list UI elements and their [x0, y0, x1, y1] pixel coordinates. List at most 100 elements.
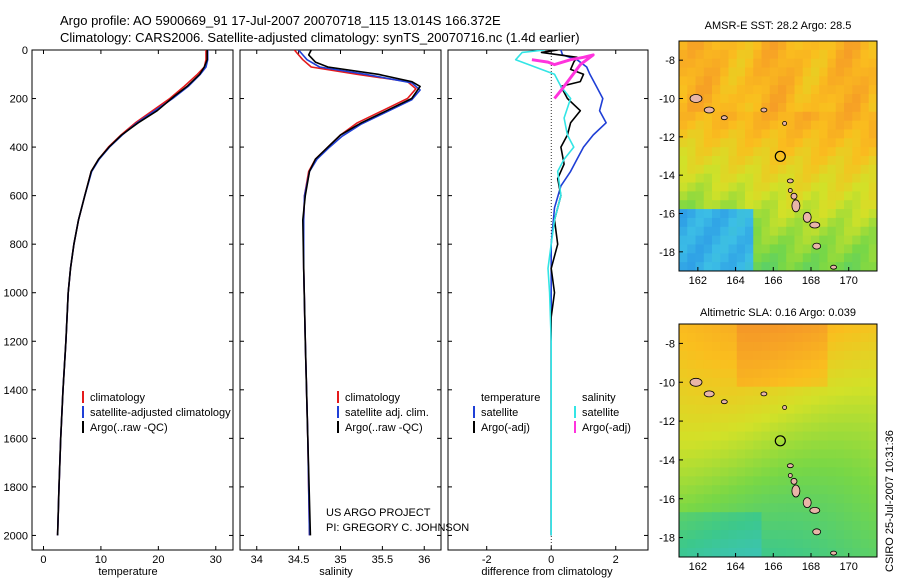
- heat-cell: [811, 324, 820, 334]
- heat-cell: [835, 164, 845, 175]
- heat-cell: [835, 476, 845, 486]
- heat-cell: [728, 404, 738, 415]
- heat-cell: [844, 182, 853, 192]
- heat-cell: [786, 262, 796, 271]
- heat-cell: [687, 156, 697, 166]
- heat-cell: [835, 200, 845, 210]
- heat-cell: [679, 209, 688, 219]
- heat-cell: [852, 102, 862, 113]
- heat-cell: [745, 512, 754, 522]
- heat-cell: [720, 413, 730, 424]
- heat-cell: [844, 94, 853, 104]
- heat-cell: [753, 58, 763, 69]
- heat-cell: [745, 147, 754, 157]
- heat-cell: [712, 539, 721, 549]
- heat-cell: [695, 458, 705, 468]
- heat-cell: [860, 449, 870, 460]
- heat-cell: [802, 156, 812, 166]
- map-y-tick-label: -10: [659, 94, 675, 106]
- legend-title-temperature: temperature: [481, 392, 540, 404]
- heat-cell: [745, 530, 754, 540]
- heat-cell: [794, 332, 804, 343]
- heat-cell: [712, 226, 721, 237]
- heat-cell: [712, 548, 721, 557]
- heat-cell: [802, 521, 812, 531]
- heat-cell: [769, 449, 779, 460]
- heat-cell: [827, 58, 837, 69]
- heat-cell: [811, 41, 820, 51]
- heat-cell: [753, 262, 763, 271]
- heat-cell: [687, 521, 697, 531]
- heat-cell: [844, 111, 853, 122]
- heat-cell: [778, 449, 787, 460]
- heat-cell: [703, 530, 713, 540]
- heat-cell: [835, 449, 845, 460]
- island-shape: [812, 242, 822, 250]
- heat-cell: [844, 530, 853, 540]
- salinity-axes: 34 34.5 35 35.5 36: [240, 49, 441, 566]
- heat-cell: [695, 440, 705, 451]
- heat-cell: [753, 431, 763, 442]
- salinity-lines: [293, 50, 421, 536]
- heat-cell: [720, 67, 730, 77]
- heat-cell: [687, 395, 697, 406]
- heat-cell: [745, 422, 754, 433]
- heat-cell: [778, 164, 787, 175]
- y-tick-label: 400: [10, 142, 28, 154]
- heat-cell: [745, 458, 754, 468]
- heat-cell: [728, 138, 738, 148]
- heat-cell: [827, 182, 837, 192]
- heat-cell: [835, 341, 845, 352]
- heat-cell: [835, 467, 845, 477]
- heat-cell: [703, 49, 713, 60]
- heat-cell: [761, 324, 771, 334]
- heat-cell: [679, 244, 688, 254]
- heat-cell: [786, 209, 796, 219]
- heat-cell: [827, 386, 837, 397]
- heat-cell: [778, 467, 787, 477]
- legend-title-salinity: salinity: [582, 392, 616, 404]
- heat-cell: [794, 111, 804, 122]
- heat-cell: [769, 156, 779, 166]
- series-line-salinity-satellite: [514, 50, 575, 536]
- heat-cell: [769, 404, 779, 415]
- heat-cell: [687, 111, 697, 122]
- heat-cell: [687, 129, 697, 139]
- heat-cell: [802, 512, 812, 522]
- heat-cell: [703, 512, 713, 522]
- legend-label-satellite-adj: satellite adj. clim.: [345, 407, 429, 419]
- heat-cell: [778, 76, 787, 86]
- heat-cell: [736, 217, 746, 228]
- pi-label: PI: GREGORY C. JOHNSON: [326, 522, 469, 534]
- heat-cell: [860, 476, 870, 486]
- x-tick-label: -2: [482, 554, 492, 566]
- heat-cell: [835, 138, 845, 148]
- heat-cell: [753, 341, 763, 352]
- heat-cell: [819, 341, 829, 352]
- heat-cell: [712, 85, 721, 95]
- heat-cell: [786, 431, 796, 442]
- heat-cell: [778, 413, 787, 424]
- heat-cell: [827, 530, 837, 540]
- heat-cell: [852, 530, 862, 540]
- heat-cell: [794, 350, 804, 361]
- heat-cell: [720, 85, 730, 95]
- heat-cell: [695, 191, 705, 201]
- heat-cell: [753, 226, 763, 237]
- heat-cell: [736, 467, 746, 477]
- heat-cell: [844, 440, 853, 451]
- salinity-xlabel: salinity: [319, 566, 353, 578]
- heat-cell: [868, 173, 877, 184]
- heat-cell: [827, 422, 837, 433]
- heat-cell: [687, 253, 697, 263]
- heat-cell: [753, 244, 763, 254]
- map-x-tick-label: 170: [840, 561, 858, 573]
- heat-cell: [835, 458, 845, 468]
- heat-cell: [728, 413, 738, 424]
- heat-cell: [745, 494, 754, 504]
- heat-cell: [860, 191, 870, 201]
- heat-cell: [753, 324, 763, 334]
- heat-cell: [695, 359, 705, 370]
- heat-cell: [720, 49, 730, 60]
